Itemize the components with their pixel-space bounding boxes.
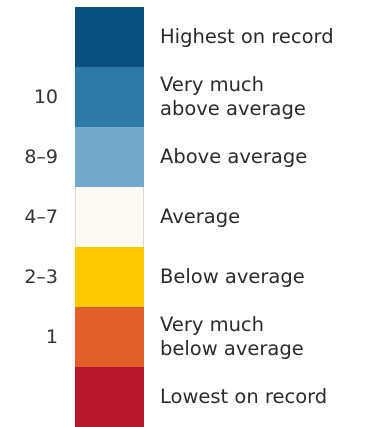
decile-value: 1 bbox=[45, 326, 58, 348]
legend-label: Very much above average bbox=[160, 73, 306, 120]
color-swatch-below bbox=[75, 247, 144, 307]
legend-label: Very much below average bbox=[160, 313, 304, 360]
color-swatch-above bbox=[75, 127, 144, 187]
legend-label: Average bbox=[160, 205, 241, 228]
legend-label: Above average bbox=[160, 145, 308, 168]
legend-row-above: 8–9 Above average bbox=[0, 127, 366, 187]
color-swatch-very-much-below bbox=[75, 307, 144, 367]
legend-label: Lowest on record bbox=[160, 385, 328, 408]
decile-value: 4–7 bbox=[24, 206, 58, 228]
legend-row-below: 2–3 Below average bbox=[0, 247, 366, 307]
legend-row-highest: Highest on record bbox=[0, 7, 366, 67]
color-swatch-lowest bbox=[75, 367, 144, 427]
decile-legend: Highest on record 10 Very much above ave… bbox=[0, 7, 366, 427]
decile-value bbox=[0, 7, 58, 67]
decile-value: 8–9 bbox=[24, 146, 58, 168]
color-swatch-highest bbox=[75, 7, 144, 67]
legend-label: Below average bbox=[160, 265, 305, 288]
decile-value: 2–3 bbox=[24, 266, 58, 288]
legend-label: Highest on record bbox=[160, 25, 334, 48]
legend-row-average: 4–7 Average bbox=[0, 187, 366, 247]
decile-value: 10 bbox=[33, 86, 58, 108]
legend-row-very-much-below: 1 Very much below average bbox=[0, 307, 366, 367]
legend-row-very-much-above: 10 Very much above average bbox=[0, 67, 366, 127]
decile-value bbox=[0, 367, 58, 427]
legend-row-lowest: Lowest on record bbox=[0, 367, 366, 427]
color-swatch-very-much-above bbox=[75, 67, 144, 127]
color-swatch-average bbox=[75, 187, 144, 247]
